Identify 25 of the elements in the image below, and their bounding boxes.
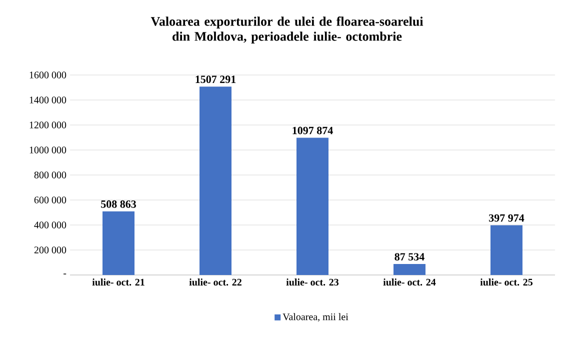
y-tick-label: 600 000 (34, 196, 66, 204)
y-tick-label: 1000 000 (30, 146, 66, 154)
x-tick-label: iulie- oct. 23 (286, 278, 339, 286)
bar (393, 264, 426, 275)
x-tick-label: iulie- oct. 22 (189, 278, 242, 286)
legend-label: Valoarea, mii lei (282, 313, 348, 322)
bar (200, 86, 232, 275)
x-tick-label: iulie- oct. 24 (383, 278, 436, 286)
bar (490, 225, 522, 275)
data-label: 1507 291 (196, 76, 236, 84)
y-tick-label: 1400 000 (30, 96, 66, 104)
data-label: 1097 874 (292, 126, 333, 134)
chart-title: Valoarea exporturilor de ulei de floarea-soarelui din Moldova, perioadele iulie- octombrie (150, 16, 424, 44)
bar (296, 138, 328, 275)
y-tick-label: 1200 000 (30, 122, 66, 128)
x-tick-label: iulie- oct. 21 (92, 278, 144, 286)
bar (102, 211, 135, 275)
y-tick-label: 200 000 (34, 246, 66, 254)
y-tick-label: 800 000 (34, 172, 66, 178)
y-tick-label: 400 000 (34, 222, 66, 228)
data-label: 508 863 (101, 200, 136, 208)
data-label: 397 974 (489, 214, 524, 222)
y-tick-label: 1600 000 (30, 72, 66, 78)
x-tick-label: iulie- oct. 25 (480, 278, 533, 286)
data-label: 87 534 (394, 253, 424, 261)
